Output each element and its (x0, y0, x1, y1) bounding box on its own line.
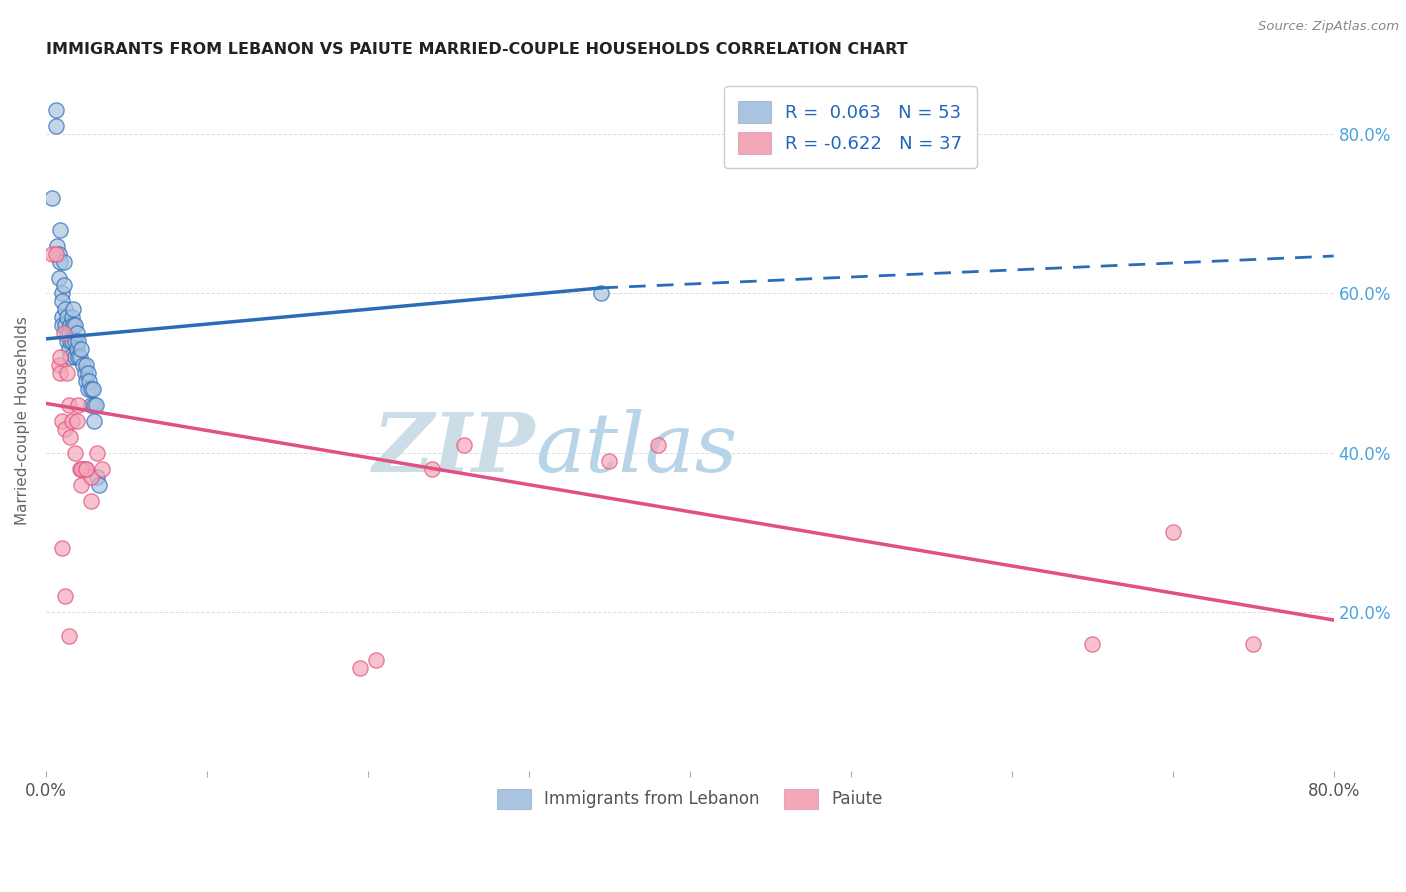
Text: atlas: atlas (536, 409, 738, 489)
Point (72, 461, 94, 475)
Point (45, 103, 67, 118)
Point (48, 358, 70, 372)
Point (364, 653, 387, 667)
Point (60, 334, 83, 349)
Point (45, 246, 67, 260)
Point (51, 294, 73, 309)
Point (48, 270, 70, 285)
Point (70, 461, 93, 475)
Point (82, 382, 104, 396)
Point (58, 398, 80, 412)
Point (83, 414, 105, 428)
Point (51, 414, 73, 428)
Point (59, 318, 82, 333)
Point (51, 286, 73, 301)
Point (591, 286, 613, 301)
Point (75, 461, 97, 475)
Point (53, 589, 76, 603)
Point (75, 461, 97, 475)
Text: IMMIGRANTS FROM LEBANON VS PAIUTE MARRIED-COUPLE HOUSEHOLDS CORRELATION CHART: IMMIGRANTS FROM LEBANON VS PAIUTE MARRIE… (46, 42, 908, 57)
Point (51, 310, 73, 325)
Point (56, 366, 79, 380)
Point (70, 477, 93, 491)
Point (63, 350, 86, 364)
Point (69, 350, 91, 364)
Point (80, 493, 103, 508)
Point (87, 477, 110, 491)
Point (86, 446, 108, 460)
Point (59, 334, 82, 349)
Point (598, 454, 620, 468)
Point (80, 469, 103, 483)
Y-axis label: Married-couple Households: Married-couple Households (15, 317, 30, 525)
Text: ZIP: ZIP (373, 409, 536, 489)
Point (48, 246, 70, 260)
Point (41, 246, 63, 260)
Point (46, 238, 69, 252)
Point (58, 326, 80, 341)
Legend: Immigrants from Lebanon, Paiute: Immigrants from Lebanon, Paiute (491, 782, 889, 815)
Point (80, 398, 103, 412)
Point (73, 366, 96, 380)
Point (53, 318, 76, 333)
Point (1161, 525, 1184, 540)
Point (349, 661, 371, 675)
Point (59, 430, 82, 444)
Point (56, 334, 79, 349)
Point (53, 302, 76, 317)
Point (60, 310, 83, 325)
Point (52, 278, 75, 293)
Point (91, 461, 114, 475)
Point (52, 326, 75, 341)
Point (84, 398, 107, 412)
Point (75, 358, 97, 372)
Point (1241, 637, 1264, 651)
Point (69, 461, 91, 475)
Point (453, 438, 475, 452)
Point (83, 398, 105, 412)
Point (67, 350, 90, 364)
Point (63, 318, 86, 333)
Point (65, 326, 87, 341)
Point (52, 254, 75, 268)
Point (72, 358, 94, 372)
Point (62, 318, 84, 333)
Point (49, 254, 72, 268)
Point (53, 422, 76, 436)
Point (49, 223, 72, 237)
Point (76, 366, 98, 380)
Point (58, 629, 80, 643)
Point (67, 334, 90, 349)
Point (79, 374, 101, 388)
Point (56, 326, 79, 341)
Point (75, 374, 97, 388)
Point (86, 469, 108, 483)
Point (76, 382, 98, 396)
Point (67, 398, 90, 412)
Point (80, 382, 103, 396)
Point (49, 366, 72, 380)
Point (1081, 637, 1104, 651)
Point (60, 414, 83, 428)
Text: Source: ZipAtlas.com: Source: ZipAtlas.com (1258, 20, 1399, 33)
Point (647, 438, 669, 452)
Point (51, 318, 73, 333)
Point (58, 342, 80, 356)
Point (420, 461, 443, 475)
Point (63, 334, 86, 349)
Point (63, 446, 86, 460)
Point (41, 191, 63, 205)
Point (65, 414, 87, 428)
Point (59, 350, 82, 364)
Point (49, 350, 72, 364)
Point (62, 302, 84, 317)
Point (70, 342, 93, 356)
Point (56, 310, 79, 325)
Point (45, 119, 67, 133)
Point (51, 541, 73, 556)
Point (65, 342, 87, 356)
